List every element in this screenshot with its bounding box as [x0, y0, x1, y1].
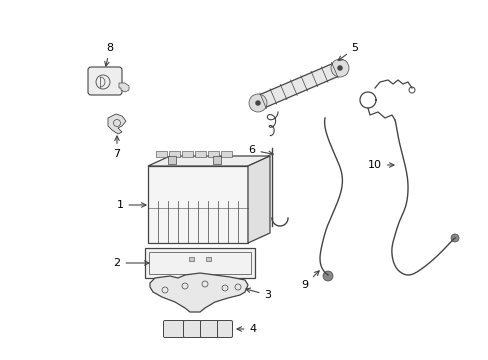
Text: 10: 10 [367, 160, 393, 170]
Bar [148, 166, 247, 243]
Bar [145, 248, 254, 278]
Bar [221, 151, 231, 157]
Text: 3: 3 [245, 288, 271, 300]
Bar [195, 151, 205, 157]
Bar [169, 151, 180, 157]
Polygon shape [150, 273, 247, 312]
FancyBboxPatch shape [88, 67, 122, 95]
Bar [182, 151, 193, 157]
Polygon shape [247, 156, 269, 243]
Circle shape [450, 234, 458, 242]
Text: 1: 1 [116, 200, 146, 210]
Polygon shape [255, 62, 342, 109]
FancyBboxPatch shape [200, 320, 218, 338]
Circle shape [323, 271, 332, 281]
Polygon shape [148, 156, 269, 166]
Circle shape [255, 100, 260, 105]
Circle shape [330, 59, 348, 77]
Bar [213, 156, 221, 164]
Bar [207, 151, 219, 157]
FancyBboxPatch shape [183, 320, 201, 338]
Circle shape [337, 66, 342, 71]
Text: 2: 2 [113, 258, 149, 268]
Circle shape [248, 94, 266, 112]
Text: 7: 7 [113, 136, 121, 159]
Text: 6: 6 [248, 145, 272, 156]
FancyBboxPatch shape [217, 320, 232, 338]
Polygon shape [119, 83, 129, 92]
Bar [205, 257, 210, 261]
Text: 8: 8 [104, 43, 113, 66]
FancyBboxPatch shape [163, 320, 184, 338]
Bar [189, 257, 194, 261]
Bar [149, 252, 250, 274]
Text: 4: 4 [237, 324, 256, 334]
Bar [168, 156, 176, 164]
Polygon shape [108, 114, 126, 134]
Bar [156, 151, 167, 157]
Text: 5: 5 [338, 43, 358, 60]
Text: 9: 9 [301, 271, 319, 290]
